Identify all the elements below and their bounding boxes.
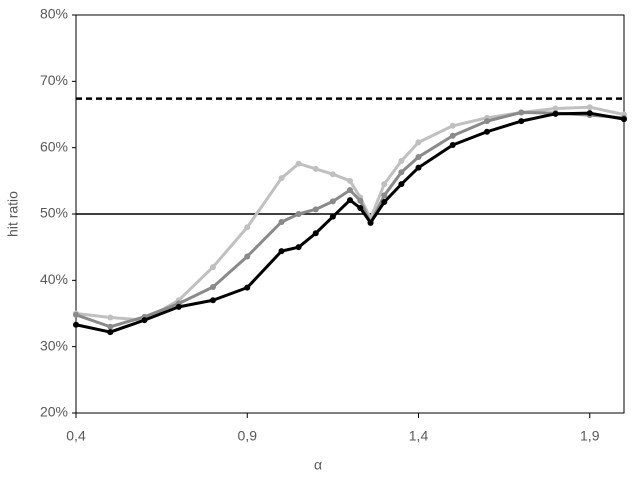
data-point bbox=[586, 104, 593, 111]
series-line bbox=[75, 111, 625, 334]
data-point bbox=[278, 248, 285, 255]
data-point bbox=[449, 132, 456, 139]
data-point bbox=[278, 175, 285, 182]
data-point bbox=[210, 283, 216, 290]
data-point bbox=[381, 181, 388, 188]
data-point bbox=[415, 164, 422, 171]
data-point bbox=[329, 171, 336, 178]
data-point bbox=[518, 118, 525, 125]
data-point bbox=[621, 116, 627, 123]
data-point bbox=[357, 197, 364, 204]
data-point bbox=[244, 284, 251, 291]
data-point bbox=[381, 199, 388, 206]
data-point bbox=[73, 311, 79, 318]
data-point bbox=[312, 206, 319, 213]
data-point bbox=[312, 165, 319, 172]
data-point bbox=[552, 105, 559, 112]
data-point bbox=[329, 213, 336, 220]
data-point bbox=[398, 169, 405, 176]
data-point bbox=[210, 264, 216, 271]
data-point bbox=[295, 244, 302, 251]
data-point bbox=[312, 230, 319, 237]
data-point bbox=[107, 329, 114, 336]
series-line bbox=[75, 105, 625, 322]
data-point bbox=[484, 128, 490, 135]
x-tick-label: 0,9 bbox=[238, 428, 258, 444]
data-point bbox=[449, 122, 456, 129]
data-point bbox=[107, 314, 114, 321]
data-point bbox=[398, 157, 405, 164]
y-tick-label: 20% bbox=[40, 404, 68, 420]
data-point bbox=[244, 253, 251, 260]
data-point bbox=[586, 110, 593, 117]
data-point bbox=[175, 303, 182, 310]
data-point bbox=[107, 323, 114, 330]
y-tick-label: 30% bbox=[40, 337, 68, 353]
y-tick-label: 80% bbox=[40, 6, 68, 22]
y-axis-label: hit ratio bbox=[5, 191, 21, 237]
data-point bbox=[415, 153, 422, 160]
data-point bbox=[518, 109, 525, 116]
data-point bbox=[381, 192, 388, 199]
data-point bbox=[295, 160, 302, 167]
data-point bbox=[552, 110, 559, 117]
data-point bbox=[415, 139, 422, 146]
data-point bbox=[398, 181, 405, 188]
data-point bbox=[484, 118, 490, 125]
data-point bbox=[210, 297, 216, 304]
x-tick-label: 1,4 bbox=[409, 428, 429, 444]
data-point bbox=[73, 321, 79, 328]
data-point bbox=[141, 317, 148, 324]
y-tick-label: 40% bbox=[40, 271, 68, 287]
y-tick-label: 50% bbox=[40, 205, 68, 221]
x-tick-label: 0,4 bbox=[66, 428, 86, 444]
data-point bbox=[278, 218, 285, 225]
data-point bbox=[449, 142, 456, 149]
data-point bbox=[347, 177, 353, 184]
data-point bbox=[367, 219, 374, 226]
data-point bbox=[329, 198, 336, 205]
data-point bbox=[347, 187, 353, 194]
y-tick-label: 60% bbox=[40, 138, 68, 154]
data-point bbox=[357, 205, 364, 212]
y-tick-label: 70% bbox=[40, 72, 68, 88]
x-axis-label: α bbox=[314, 457, 322, 473]
series-line bbox=[75, 111, 625, 329]
data-point bbox=[295, 211, 302, 217]
x-tick-label: 1,9 bbox=[580, 428, 600, 444]
data-point bbox=[347, 197, 353, 204]
data-point bbox=[244, 224, 251, 231]
